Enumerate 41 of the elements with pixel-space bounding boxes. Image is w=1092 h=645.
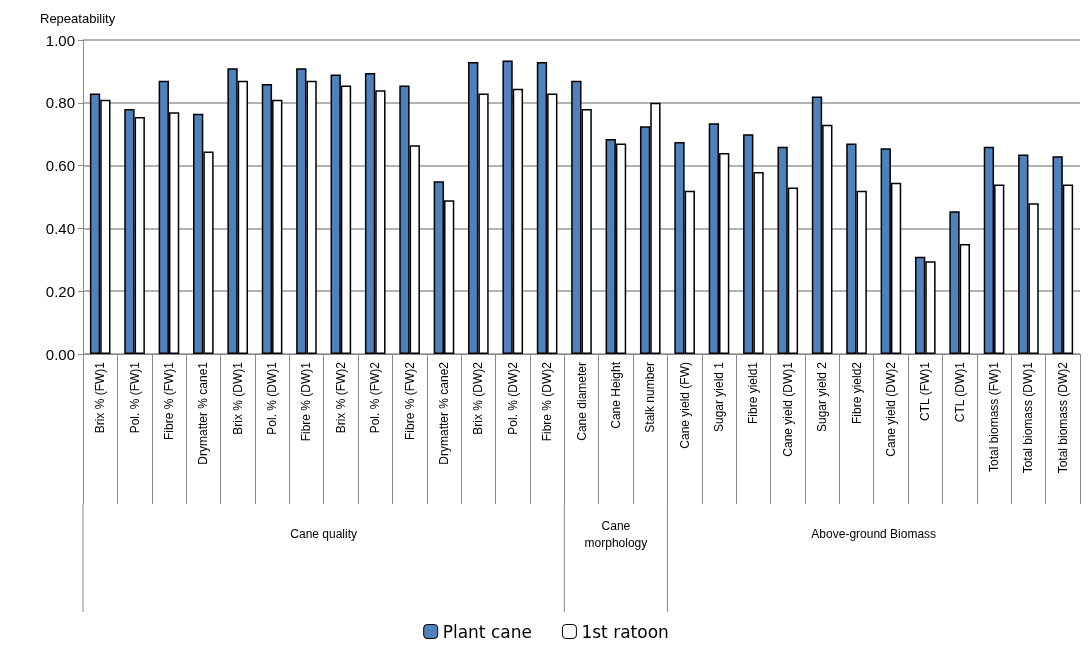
x-tick-label: Pol. % (DW)2	[505, 361, 520, 435]
y-tick-label: 0.00	[45, 345, 75, 363]
x-tick-label: Cane yield (DW)2	[883, 361, 898, 457]
x-tick-label: Brix % (DW)1	[230, 361, 245, 435]
x-tick-label: Cane yield (FW)	[677, 362, 692, 449]
x-tick-label: Brix % (FW)2	[333, 361, 348, 434]
x-tick-label: Pol. % (FW)1	[127, 361, 142, 434]
y-tick-label: 0.60	[45, 157, 75, 175]
x-tick-label: Pol. % (FW)2	[368, 361, 383, 434]
x-tick-label: Fibre % (FW)1	[161, 361, 176, 440]
x-tick-label: Sugar yield 1	[712, 361, 727, 433]
x-tick-label: Fibre % (FW)2	[402, 361, 417, 440]
legend-label: 1st ratoon	[581, 621, 669, 642]
x-tick-label: Sugar yield 2	[815, 361, 830, 433]
x-tick-label: Pol. % (DW)1	[265, 361, 280, 435]
x-tick-label: Total biomass (DW)1	[1021, 361, 1036, 474]
y-axis-title: Repeatability	[40, 11, 116, 26]
x-tick-label: Cane diameter	[574, 362, 589, 441]
x-tick-label: CTL (DW)1	[952, 361, 967, 423]
x-tick-label: Total biomass (FW)1	[987, 361, 1002, 473]
x-tick-label: Drymatter % cane2	[436, 361, 451, 465]
text: Cane quality	[290, 527, 358, 541]
x-tick-label: Cane Height	[608, 361, 623, 429]
x-tick-label: Cane yield (DW)1	[780, 361, 795, 457]
x-tick-label: Brix % (DW)2	[471, 361, 486, 435]
y-tick-label: 0.20	[45, 282, 75, 300]
x-tick-label: Fibre yield2	[849, 361, 864, 425]
x-tick-label: Fibre yield1	[746, 361, 761, 425]
x-tick-label: Fibre % (DW)1	[299, 361, 314, 442]
x-tick-label: CTL (FW)1	[918, 361, 933, 421]
x-tick-label: Stalk number	[643, 362, 658, 433]
text: Above-ground Biomass	[811, 527, 937, 541]
y-tick-label: 0.40	[45, 219, 75, 237]
x-tick-label: Total biomass (DW)2	[1055, 361, 1070, 474]
x-tick-label: Drymatter % cane1	[196, 361, 211, 465]
legend-label: Plant cane	[442, 621, 532, 642]
y-tick-label: 0.80	[45, 94, 75, 112]
text: Cane morphology	[584, 518, 648, 550]
y-tick-label: 1.00	[45, 31, 75, 49]
x-tick-label: Fibre % (DW)2	[540, 361, 555, 442]
x-tick-label: Brix % (FW)1	[93, 361, 108, 434]
